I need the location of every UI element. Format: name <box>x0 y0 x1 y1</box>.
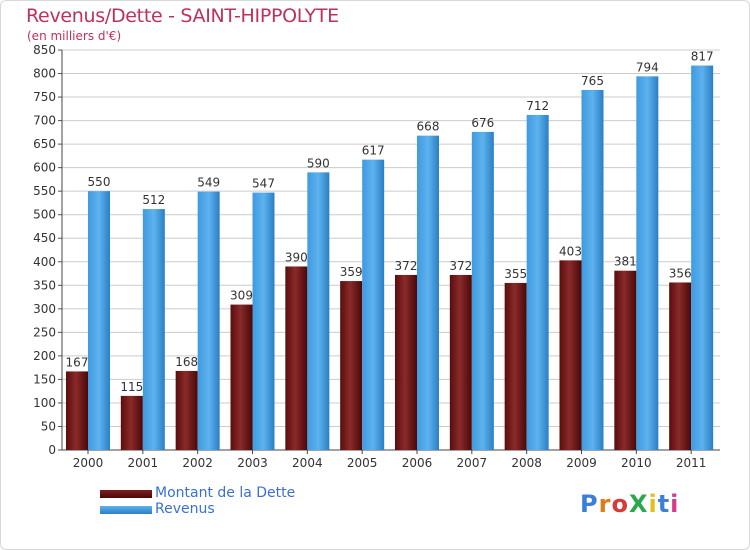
bar-revenue-2002 <box>197 191 220 450</box>
data-label-debt-2002: 168 <box>175 355 198 369</box>
bar-debt-2001 <box>120 395 143 450</box>
y-tick-label: 500 <box>33 208 56 222</box>
bar-revenue-2005 <box>362 159 385 450</box>
bar-revenue-2009 <box>581 90 604 450</box>
y-tick-label: 750 <box>33 90 56 104</box>
y-tick-label: 250 <box>33 325 56 339</box>
bar-debt-2000 <box>66 371 88 450</box>
x-tick-label-2006: 2006 <box>402 456 433 470</box>
x-tick-label-2004: 2004 <box>292 456 323 470</box>
y-tick-label: 200 <box>33 349 56 363</box>
bar-revenue-2008 <box>526 114 549 451</box>
bar-debt-2006 <box>395 274 417 450</box>
data-label-debt-2004: 390 <box>285 250 308 264</box>
x-tick-label-2008: 2008 <box>511 456 542 470</box>
bar-revenue-2003 <box>252 192 275 450</box>
data-label-debt-2006: 372 <box>395 259 418 273</box>
bar-revenue-2006 <box>417 135 439 450</box>
bar-revenue-2000 <box>88 191 110 451</box>
data-label-revenue-2004: 590 <box>307 156 330 170</box>
y-tick-label: 650 <box>33 137 56 151</box>
y-tick-label: 400 <box>33 255 56 269</box>
y-tick-label: 350 <box>33 278 56 292</box>
data-label-debt-2001: 115 <box>120 380 143 394</box>
bar-debt-2005 <box>340 281 363 450</box>
y-tick-label: 800 <box>33 67 56 81</box>
bar-revenue-2004 <box>307 172 330 450</box>
x-tick-label-2010: 2010 <box>621 456 652 470</box>
x-tick-label-2005: 2005 <box>347 456 378 470</box>
y-tick-label: 300 <box>33 302 56 316</box>
data-label-revenue-2003: 547 <box>252 177 275 191</box>
data-label-revenue-2000: 550 <box>88 175 111 189</box>
chart-title: Revenus/Dette - SAINT-HIPPOLYTE <box>26 5 339 27</box>
bar-debt-2008 <box>504 282 527 450</box>
data-label-debt-2010: 381 <box>614 255 637 269</box>
data-label-debt-2000: 167 <box>66 355 89 369</box>
bar-revenue-2007 <box>471 131 494 450</box>
y-tick-label: 550 <box>33 184 56 198</box>
bar-debt-2003 <box>230 304 253 450</box>
data-label-revenue-2011: 817 <box>691 50 714 64</box>
data-label-revenue-2010: 794 <box>636 60 659 74</box>
x-tick-label-2002: 2002 <box>182 456 213 470</box>
y-tick-label: 600 <box>33 161 56 175</box>
data-label-debt-2008: 355 <box>504 267 527 281</box>
legend-swatch-revenue <box>100 506 152 514</box>
data-label-revenue-2008: 712 <box>526 99 549 113</box>
x-tick-label-2009: 2009 <box>566 456 597 470</box>
y-tick-label: 50 <box>41 419 56 433</box>
bar-debt-2004 <box>285 266 308 450</box>
data-label-revenue-2006: 668 <box>417 120 440 134</box>
x-tick-label-2000: 2000 <box>73 456 104 470</box>
data-label-revenue-2009: 765 <box>581 74 604 88</box>
data-label-revenue-2002: 549 <box>197 176 220 190</box>
data-label-debt-2009: 403 <box>559 244 582 258</box>
legend-label-revenue: Revenus <box>155 501 215 517</box>
data-label-debt-2005: 359 <box>340 265 363 279</box>
bar-revenue-2001 <box>142 209 165 450</box>
y-tick-label: 0 <box>48 443 56 457</box>
y-tick-label: 700 <box>33 114 56 128</box>
bar-debt-2009 <box>559 260 582 450</box>
bar-debt-2011 <box>669 282 692 450</box>
x-tick-label-2001: 2001 <box>128 456 159 470</box>
x-tick-label-2003: 2003 <box>237 456 268 470</box>
bar-revenue-2011 <box>691 65 714 450</box>
bar-debt-2002 <box>175 370 198 450</box>
data-label-revenue-2007: 676 <box>471 116 494 130</box>
y-tick-label: 150 <box>33 372 56 386</box>
chart-subtitle: (en milliers d'€) <box>27 29 122 43</box>
data-label-debt-2007: 372 <box>449 259 472 273</box>
data-label-debt-2011: 356 <box>669 266 692 280</box>
bar-debt-2010 <box>614 270 637 450</box>
x-tick-label-2011: 2011 <box>676 456 707 470</box>
data-label-revenue-2001: 512 <box>142 193 165 207</box>
legend-label-debt: Montant de la Dette <box>155 485 296 501</box>
y-tick-label: 100 <box>33 396 56 410</box>
proxiti-logo: ProXiti <box>580 490 680 518</box>
bar-revenue-2010 <box>636 76 659 451</box>
bar-debt-2007 <box>449 274 472 450</box>
x-tick-label-2007: 2007 <box>457 456 488 470</box>
legend-swatch-debt <box>100 490 152 498</box>
y-tick-label: 850 <box>33 43 56 57</box>
data-label-revenue-2005: 617 <box>362 144 385 158</box>
data-label-debt-2003: 309 <box>230 289 253 303</box>
y-tick-label: 450 <box>33 231 56 245</box>
